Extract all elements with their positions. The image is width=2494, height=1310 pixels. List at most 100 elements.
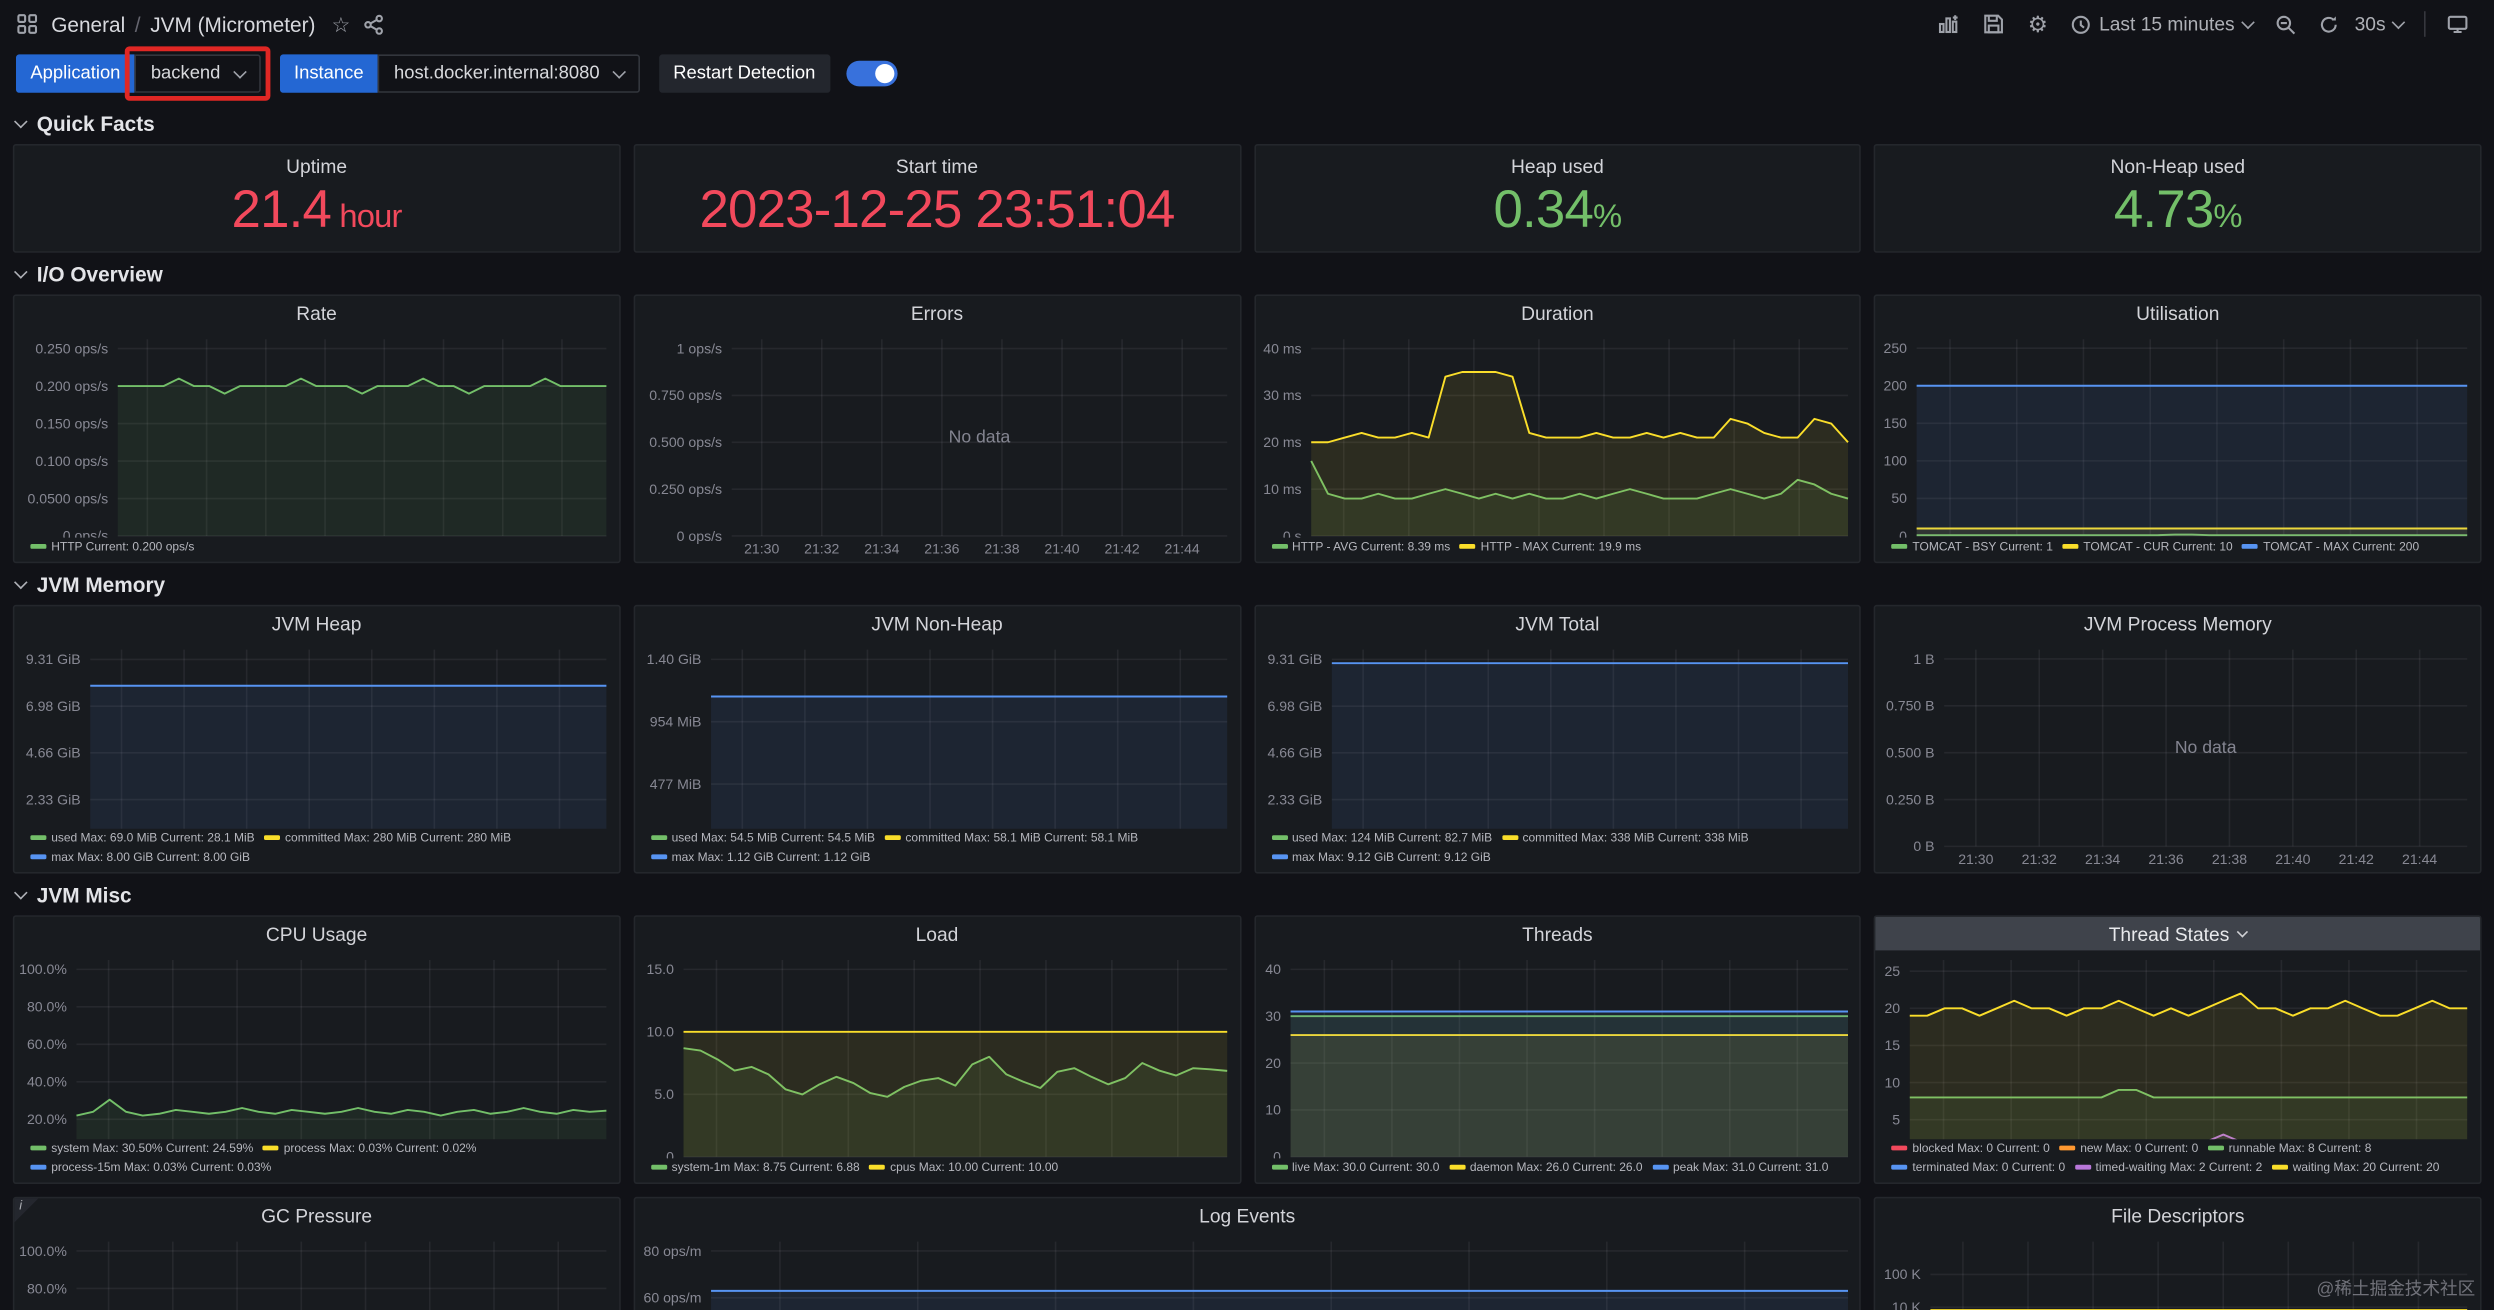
- legend-item[interactable]: cpus Max: 10.00 Current: 10.00: [869, 1158, 1058, 1176]
- svg-text:60 ops/m: 60 ops/m: [643, 1290, 701, 1306]
- legend-item[interactable]: TOMCAT - MAX Current: 200: [2242, 538, 2419, 556]
- legend-item[interactable]: committed Max: 280 MiB Current: 280 MiB: [264, 829, 511, 847]
- legend-item[interactable]: used Max: 69.0 MiB Current: 28.1 MiB: [30, 829, 255, 847]
- panel-title-jvm-nonheap[interactable]: JVM Non-Heap: [871, 612, 1003, 635]
- panel-title-jvm-total[interactable]: JVM Total: [1515, 612, 1600, 635]
- panel-title-jvm-heap[interactable]: JVM Heap: [271, 612, 362, 635]
- panel-title-jvm-process-memory[interactable]: JVM Process Memory: [2083, 612, 2272, 635]
- panel-title-duration[interactable]: Duration: [1521, 301, 1594, 324]
- variable-application-select[interactable]: backend: [134, 54, 261, 93]
- refresh-button[interactable]: [2308, 9, 2348, 39]
- save-icon: [1984, 14, 2004, 34]
- restart-detection-toggle[interactable]: [845, 60, 897, 87]
- refresh-interval-dropdown[interactable]: 30s: [2351, 8, 2412, 40]
- dashboard-settings-button[interactable]: ⚙: [2018, 8, 2057, 40]
- legend-item[interactable]: HTTP Current: 0.200 ops/s: [30, 538, 194, 556]
- legend-label: committed Max: 338 MiB Current: 338 MiB: [1522, 830, 1749, 845]
- breadcrumb-page[interactable]: JVM (Micrometer): [150, 12, 316, 36]
- chart-file-descriptors[interactable]: 100 K10 K1 K10021:3021:3221:3421:3621:38…: [1876, 1232, 2480, 1310]
- legend-item[interactable]: max Max: 9.12 GiB Current: 9.12 GiB: [1271, 848, 1491, 866]
- panel-title-errors[interactable]: Errors: [910, 301, 964, 324]
- chart-jvm-nonheap[interactable]: 1.40 GiB 954 MiB 477 MiB 0 B 21:30 21:32 21:34…: [635, 640, 1239, 829]
- svg-text:80.0%: 80.0%: [27, 999, 67, 1015]
- legend-item[interactable]: new Max: 0 Current: 0: [2059, 1139, 2198, 1157]
- panel-title-rate[interactable]: Rate: [296, 301, 337, 324]
- legend-item[interactable]: live Max: 30.0 Current: 30.0: [1271, 1158, 1439, 1176]
- breadcrumb-section[interactable]: General: [51, 12, 126, 36]
- legend-item[interactable]: process-15m Max: 0.03% Current: 0.03%: [30, 1158, 271, 1176]
- panel-start-time: Start time 2023-12-25 23:51:04: [633, 144, 1241, 253]
- chart-errors[interactable]: 1 ops/s 0.750 ops/s 0.500 ops/s 0.250 ops/s…: [635, 330, 1239, 562]
- legend-item[interactable]: HTTP - MAX Current: 19.9 ms: [1459, 538, 1641, 556]
- section-quick-facts[interactable]: Quick Facts: [0, 102, 2494, 144]
- legend-item[interactable]: timed-waiting Max: 2 Current: 2: [2074, 1158, 2262, 1176]
- section-io-overview[interactable]: I/O Overview: [0, 253, 2494, 295]
- time-range-picker[interactable]: Last 15 minutes: [2061, 8, 2262, 40]
- legend-item[interactable]: TOMCAT - BSY Current: 1: [1891, 538, 2053, 556]
- chart-gc-pressure[interactable]: 100.0%80.0%60.0%40.0%20.0%0%21:3021:3221…: [14, 1232, 618, 1310]
- legend-item[interactable]: TOMCAT - CUR Current: 10: [2062, 538, 2233, 556]
- legend-item[interactable]: peak Max: 31.0 Current: 31.0: [1652, 1158, 1828, 1176]
- legend-item[interactable]: waiting Max: 20 Current: 20: [2271, 1158, 2439, 1176]
- panel-title-utilisation[interactable]: Utilisation: [2136, 301, 2220, 324]
- legend-item[interactable]: daemon Max: 26.0 Current: 26.0: [1449, 1158, 1643, 1176]
- save-dashboard-button[interactable]: [1973, 8, 2015, 40]
- panel-title-file-descriptors[interactable]: File Descriptors: [2111, 1204, 2245, 1227]
- section-jvm-memory[interactable]: JVM Memory: [0, 563, 2494, 605]
- chart-log-events[interactable]: 80 ops/m60 ops/m40 ops/m20 ops/m0 ops/m2…: [635, 1232, 1860, 1310]
- legend-item[interactable]: committed Max: 58.1 MiB Current: 58.1 Mi…: [884, 829, 1138, 847]
- stat-value: 21.4 hour: [231, 179, 403, 239]
- legend-item[interactable]: terminated Max: 0 Current: 0: [1891, 1158, 2065, 1176]
- legend-item[interactable]: process Max: 0.03% Current: 0.02%: [262, 1139, 476, 1157]
- chart-threads[interactable]: 40 30 20 10 0 21:30 21:32 21:34 21:36 21:38 21:40 2…: [1255, 950, 1859, 1158]
- apps-grid-icon[interactable]: [16, 13, 38, 35]
- svg-text:21:42: 21:42: [1104, 541, 1139, 557]
- legend-swatch: [30, 1165, 47, 1170]
- panel-title-cpu-usage[interactable]: CPU Usage: [265, 922, 368, 945]
- star-icon[interactable]: ☆: [331, 12, 351, 36]
- chart-thread-states[interactable]: 25 20 15 10 5 0 21:30 21:32 21:34 21:36 21:38 21:40…: [1876, 950, 2480, 1140]
- legend-item[interactable]: max Max: 1.12 GiB Current: 1.12 GiB: [650, 848, 870, 866]
- panel-nonheap-used: Non-Heap used 4.73%: [1874, 144, 2482, 253]
- legend-item[interactable]: max Max: 8.00 GiB Current: 8.00 GiB: [30, 848, 250, 866]
- legend-item[interactable]: committed Max: 338 MiB Current: 338 MiB: [1501, 829, 1749, 847]
- add-panel-button[interactable]: [1929, 8, 1971, 40]
- legend-item[interactable]: system Max: 30.50% Current: 24.59%: [30, 1139, 253, 1157]
- legend-item[interactable]: used Max: 124 MiB Current: 82.7 MiB: [1271, 829, 1492, 847]
- stat-value: 2023-12-25 23:51:04: [699, 179, 1175, 239]
- svg-text:21:32: 21:32: [804, 541, 839, 557]
- panel-title-log-events[interactable]: Log Events: [1199, 1204, 1296, 1227]
- share-icon[interactable]: [363, 14, 384, 35]
- legend-swatch: [1891, 1146, 1908, 1150]
- legend-item[interactable]: used Max: 54.5 MiB Current: 54.5 MiB: [650, 829, 875, 847]
- legend-label: blocked Max: 0 Current: 0: [1912, 1140, 2050, 1156]
- legend-label: new Max: 0 Current: 0: [2080, 1140, 2199, 1156]
- svg-text:100.0%: 100.0%: [19, 961, 67, 977]
- top-nav: General / JVM (Micrometer) ☆: [0, 0, 2494, 48]
- chart-load[interactable]: 15.0 10.0 5.0 0 21:30 21:32 21:34 21:36 21:38 21:…: [635, 950, 1239, 1158]
- svg-text:10 ms: 10 ms: [1262, 481, 1300, 497]
- chart-duration[interactable]: 40 ms 30 ms 20 ms 10 ms 0 s 21:30 21:32 21:34 21…: [1255, 330, 1859, 538]
- panel-title-gc-pressure[interactable]: GC Pressure: [261, 1204, 373, 1227]
- chart-cpu-usage[interactable]: 100.0% 80.0% 60.0% 40.0% 20.0% 0% 21:30 21:32 21…: [14, 950, 618, 1140]
- chart-jvm-process-memory[interactable]: 1 B 0.750 B 0.500 B 0.250 B 0 B 21:30 21:32 21:…: [1876, 640, 2480, 872]
- chart-jvm-heap[interactable]: 9.31 GiB 6.98 GiB 4.66 GiB 2.33 GiB 0 B 21:30…: [14, 640, 618, 829]
- variable-instance-select[interactable]: host.docker.internal:8080: [377, 54, 640, 93]
- jvm-misc-row: CPU Usage 100.0% 80.0% 60.0% 40.0% 20.0% 0% 21…: [0, 915, 2494, 1184]
- panel-title-thread-states[interactable]: Thread States: [1875, 916, 2480, 951]
- io-overview-row: Rate 0.250 ops/s 0.200 ops/s 0.150 ops/s 0.…: [0, 294, 2494, 564]
- zoom-out-button[interactable]: [2265, 9, 2305, 39]
- legend-item[interactable]: runnable Max: 8 Current: 8: [2207, 1139, 2371, 1157]
- clock-icon: [2071, 14, 2090, 34]
- panel-title-load[interactable]: Load: [915, 922, 959, 945]
- chart-jvm-total[interactable]: 9.31 GiB 6.98 GiB 4.66 GiB 2.33 GiB 0 B 21:30…: [1255, 640, 1859, 829]
- panel-title-threads[interactable]: Threads: [1522, 922, 1593, 945]
- section-jvm-misc[interactable]: JVM Misc: [0, 874, 2494, 916]
- legend-item[interactable]: system-1m Max: 8.75 Current: 6.88: [650, 1158, 860, 1176]
- tv-mode-button[interactable]: [2437, 8, 2479, 40]
- legend-item[interactable]: blocked Max: 0 Current: 0: [1891, 1139, 2050, 1157]
- chart-rate[interactable]: 0.250 ops/s 0.200 ops/s 0.150 ops/s 0.100 o…: [14, 330, 618, 538]
- chart-utilisation[interactable]: 250 200 150 100 50 0 21:30 21:32 21:34 21:36 21:38…: [1876, 330, 2480, 538]
- legend-item[interactable]: HTTP - AVG Current: 8.39 ms: [1271, 538, 1450, 556]
- panel-info-icon[interactable]: i: [14, 1198, 39, 1223]
